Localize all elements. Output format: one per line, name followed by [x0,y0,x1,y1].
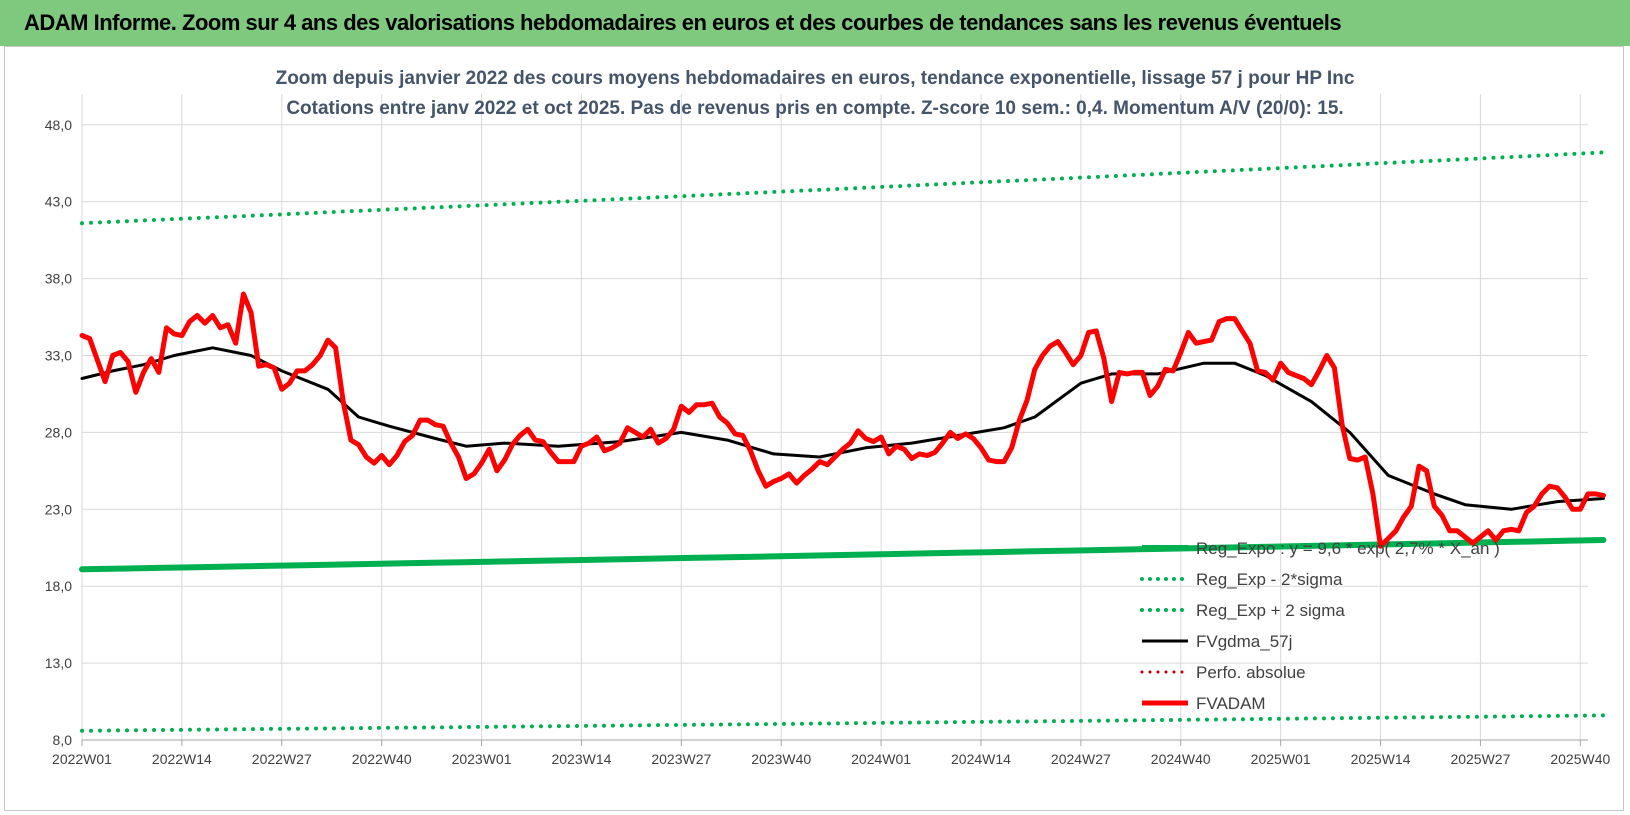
series-line-1 [80,713,1606,733]
y-axis: 8,0 13,0 18,0 23,0 28,0 33,0 38,0 43,0 48,0 [45,117,72,748]
chart-legend: Reg_Expo : y = 9,6 * exp( 2,7% * X_an ) R… [1140,539,1500,713]
series-line-3 [80,346,1605,511]
x-tick-label: 2023W27 [651,751,711,767]
x-tick-label: 2024W27 [1051,751,1111,767]
chart-title-line: Zoom depuis janvier 2022 des cours moyen… [276,68,1355,89]
report-banner: ADAM Informe. Zoom sur 4 ans des valoris… [0,0,1630,46]
series-line-5 [79,291,1606,549]
report-title: ADAM Informe. Zoom sur 4 ans des valoris… [24,10,1342,35]
x-tick-label: 2022W40 [352,751,412,767]
x-tick-label: 2022W27 [252,751,312,767]
chart-grid [81,94,1588,741]
y-tick-label: 33,0 [45,347,72,363]
legend-label: Perfo. absolue [1196,663,1306,682]
x-tick-label: 2025W27 [1450,751,1510,767]
x-tick-label: 2024W14 [951,751,1011,767]
chart-frame [4,46,1624,811]
x-tick-label: 2023W01 [452,751,512,767]
y-tick-label: 28,0 [45,424,72,440]
x-tick-label: 2024W40 [1151,751,1211,767]
y-tick-label: 8,0 [53,732,73,748]
legend-label: Reg_Exp + 2 sigma [1196,601,1345,620]
y-tick-label: 18,0 [45,578,72,594]
y-tick-label: 43,0 [45,194,72,210]
chart-title-block: Zoom depuis janvier 2022 des cours moyen… [276,68,1355,119]
legend-label: Reg_Exp - 2*sigma [1196,570,1343,589]
series-layer [79,150,1607,733]
series-line-0 [79,537,1607,573]
x-tick-label: 2022W01 [52,751,112,767]
legend-label: Reg_Expo : y = 9,6 * exp( 2,7% * X_an ) [1196,539,1500,558]
x-tick-label: 2023W40 [751,751,811,767]
y-tick-label: 38,0 [45,271,72,287]
x-tick-label: 2024W01 [851,751,911,767]
x-tick-label: 2025W14 [1351,751,1411,767]
y-tick-label: 23,0 [45,501,72,517]
legend-label: FVgdma_57j [1196,632,1292,651]
x-tick-label: 2023W14 [551,751,611,767]
y-tick-label: 13,0 [45,655,72,671]
chart-title-line: Cotations entre janv 2022 et oct 2025. P… [286,98,1343,119]
x-axis: 2022W01 2022W14 2022W27 2022W40 2023W01 2023W… [52,739,1610,767]
x-tick-label: 2025W40 [1550,751,1610,767]
x-tick-label: 2025W01 [1251,751,1311,767]
series-line-2 [80,150,1606,226]
x-tick-label: 2022W14 [152,751,212,767]
legend-label: FVADAM [1196,694,1266,713]
y-tick-label: 48,0 [45,117,72,133]
